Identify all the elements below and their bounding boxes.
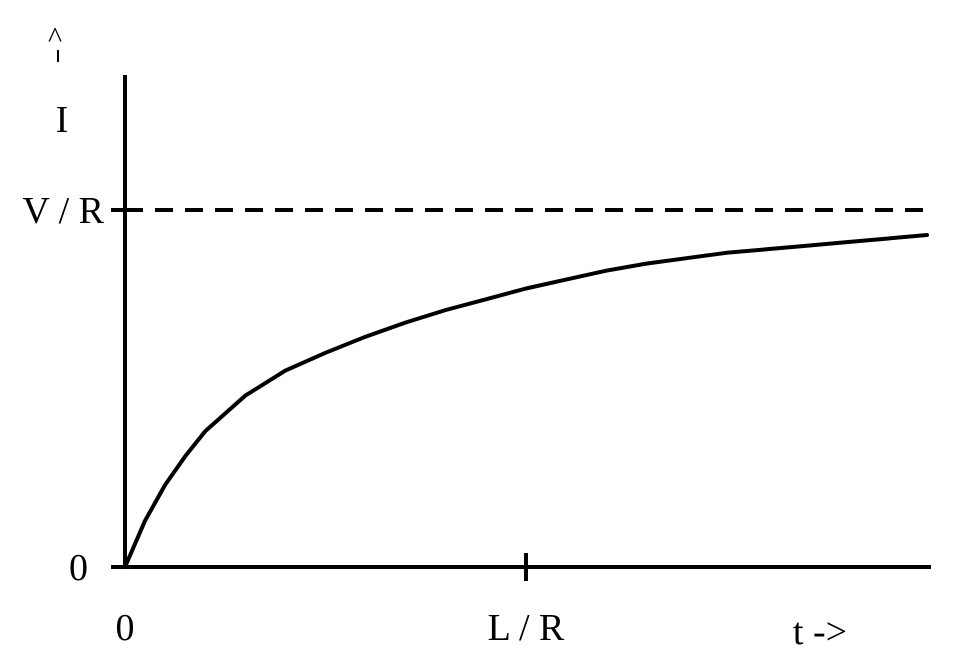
current-curve — [123, 233, 929, 569]
y-axis-label: I — [56, 99, 69, 141]
x-tick-label: 0 — [116, 607, 135, 649]
x-axis-label: t -> — [793, 611, 847, 653]
y-tick-label: 0 — [69, 547, 88, 589]
y-axis-arrow: ^ — [48, 21, 62, 54]
x-tick-label: L / R — [488, 607, 565, 649]
tick-layer: 0 L / R 0 V / R — [22, 190, 565, 649]
y-tick-label: V / R — [22, 190, 104, 232]
